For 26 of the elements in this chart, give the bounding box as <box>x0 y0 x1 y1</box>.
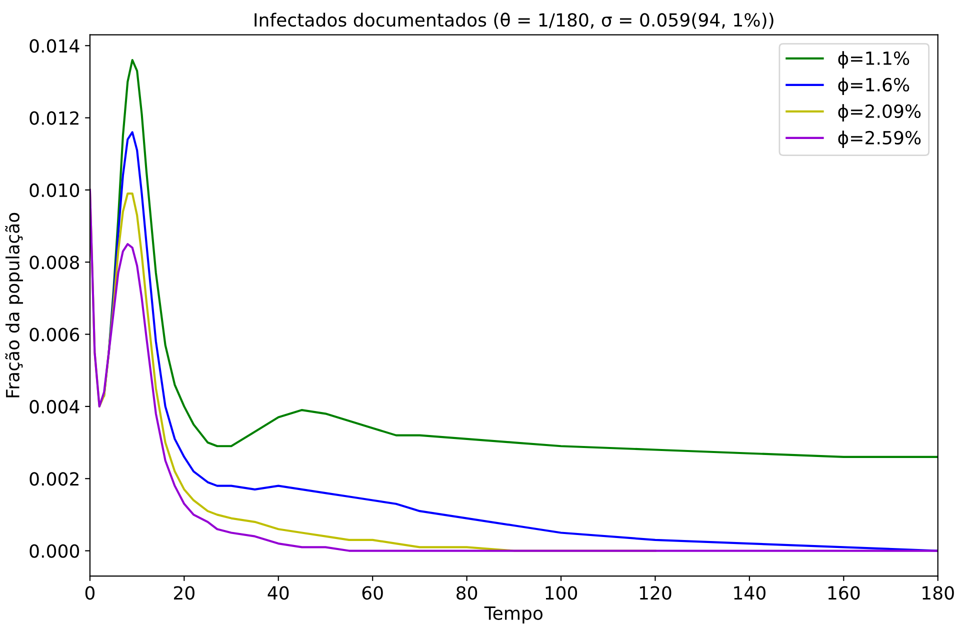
x-tick-label: 100 <box>546 586 578 600</box>
legend-label: ϕ=1.1% <box>838 51 910 69</box>
y-tick-label: 0.012 <box>30 111 78 125</box>
y-tick-label: 0.014 <box>30 39 80 53</box>
x-tick-label: 80 <box>456 586 478 600</box>
x-tick-label: 120 <box>640 586 672 600</box>
x-axis-title: Tempo <box>484 606 543 624</box>
y-axis-title: Fração da população <box>5 212 23 398</box>
y-tick-label: 0.006 <box>30 328 80 342</box>
x-tick-label: 60 <box>362 586 383 600</box>
y-tick-label: 0.002 <box>30 472 78 486</box>
y-tick-label: 0.000 <box>30 544 80 558</box>
x-tick-label: 20 <box>174 586 194 600</box>
y-tick-label: 0.004 <box>30 400 80 414</box>
legend-label: ϕ=2.09% <box>838 104 921 122</box>
legend-label: ϕ=1.6% <box>838 78 910 96</box>
x-tick-label: 0 <box>85 586 95 600</box>
chart-title: Infectados documentados (θ = 1/180, σ = 0.059(94, 1%)) <box>254 12 774 29</box>
line-series <box>90 188 938 552</box>
y-tick-label: 0.008 <box>30 256 79 270</box>
x-tick-label: 160 <box>828 586 860 600</box>
x-tick-label: 180 <box>922 586 954 600</box>
y-tick-label: 0.010 <box>30 183 80 198</box>
x-tick-label: 140 <box>734 586 766 600</box>
legend-label: ϕ=2.59% <box>838 130 921 148</box>
x-tick-label: 40 <box>268 586 289 600</box>
